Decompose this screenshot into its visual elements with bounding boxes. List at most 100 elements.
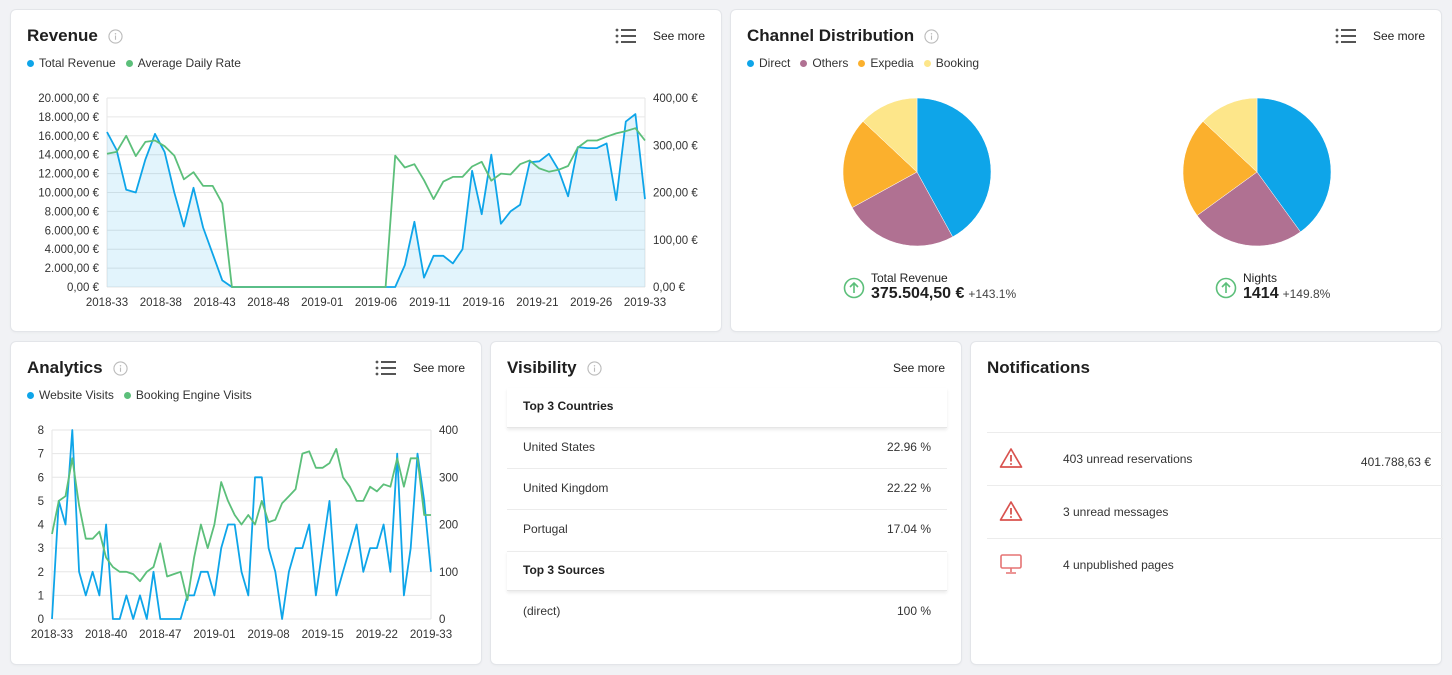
x-tick: 2018-48 [247,297,289,309]
country-row: United States 22.96 % [507,428,947,469]
source-value: 100 % [896,604,931,618]
y-right-tick: 400,00 € [653,93,698,105]
pie-slice-others [1196,171,1301,247]
x-tick: 2018-47 [139,629,181,641]
revenue-card: Revenue See more Total Revenue Average D… [10,9,722,332]
pie-slice-booking [862,97,918,173]
pie-slice-direct [916,97,992,238]
warning-icon [999,501,1023,521]
y-right-tick: 300,00 € [653,140,698,152]
legend-item[interactable]: Booking [923,56,979,70]
y-right-tick: 100 [439,567,458,579]
arrow-up-circle-icon [843,277,865,298]
y-left-tick: 4.000,00 € [45,244,100,256]
x-tick: 2019-16 [462,297,504,309]
y-left-tick: 10.000,00 € [38,188,99,200]
y-left-tick: 14.000,00 € [38,150,99,162]
y-left-tick: 0 [38,614,44,626]
legend-dot [747,59,754,67]
legend-item[interactable]: Website Visits [27,388,114,402]
legend-item[interactable]: Others [800,56,848,70]
x-tick: 2018-43 [193,297,235,309]
y-right-tick: 200 [439,520,458,532]
legend-dot [923,59,931,67]
monitor-icon [1000,554,1022,574]
nights-pie-chart [1182,97,1332,247]
country-name: United States [523,440,596,454]
country-name: United Kingdom [523,481,609,495]
x-tick: 2019-33 [410,629,452,641]
y-right-tick: 0,00 € [653,282,686,294]
x-tick: 2019-22 [356,629,398,641]
x-tick: 2018-38 [140,297,182,309]
y-left-tick: 1 [38,590,44,602]
info-icon[interactable] [586,360,602,376]
list-icon[interactable] [375,359,397,377]
legend-dot [123,391,131,399]
source-name: (direct) [523,604,561,618]
info-icon[interactable] [108,28,123,44]
country-value: 22.22 % [886,481,931,495]
notification-row[interactable]: 3 unread messages [987,485,1443,538]
x-tick: 2019-26 [570,297,612,309]
x-tick: 2019-21 [516,297,558,309]
notification-row[interactable]: 4 unpublished pages [987,538,1443,591]
country-value: 22.96 % [886,440,931,454]
kpi-change: +143.1% [968,287,1017,301]
y-left-tick: 7 [38,449,44,461]
x-tick: 2019-01 [193,629,235,641]
y-left-tick: 20.000,00 € [38,93,99,105]
y-left-tick: 6 [38,472,44,484]
pie-slice-expedia [1182,120,1258,216]
website-visits-line [51,429,432,620]
total-revenue-area [107,114,645,287]
analytics-chart: 0 1 2 3 4 5 6 7 8 0 100 200 300 400 2018-33 2018-40 2018… [31,425,458,641]
y-left-tick: 18.000,00 € [38,112,99,124]
source-row: (direct) 100 % [507,592,947,633]
revenue-title: Revenue [27,26,123,46]
analytics-card: Analytics See more Website Visits Bookin… [10,341,482,665]
top-countries-header: Top 3 Countries [507,388,947,428]
legend-item[interactable]: Total Revenue [27,56,116,70]
legend-dot [125,59,133,67]
legend-dot [800,59,808,67]
x-tick: 2019-11 [409,297,450,309]
legend-item[interactable]: Direct [747,56,790,70]
y-left-tick: 3 [38,543,44,555]
y-right-tick: 200,00 € [653,188,698,200]
revenue-legend: Total Revenue Average Daily Rate [27,56,241,70]
kpi-value: 1414 [1243,285,1279,302]
warning-icon [999,448,1023,468]
notification-row[interactable]: 403 unread reservations 401.788,63 € [987,432,1443,485]
y-left-tick: 5 [38,496,44,508]
pie-slice-booking [1202,97,1258,173]
legend-item[interactable]: Booking Engine Visits [123,388,252,402]
country-row: United Kingdom 22.22 % [507,469,947,510]
y-right-tick: 300 [439,472,458,484]
x-tick: 2019-06 [355,297,397,309]
info-icon[interactable] [112,360,128,376]
notifications-title: Notifications [987,358,1090,377]
analytics-legend: Website Visits Booking Engine Visits [27,388,252,402]
x-tick: 2019-33 [624,297,666,309]
see-more-link[interactable]: See more [652,29,705,43]
x-tick: 2019-01 [301,297,343,309]
legend-item[interactable]: Expedia [858,56,914,70]
arrow-up-circle-icon [1215,277,1237,298]
see-more-link[interactable]: See more [1372,29,1425,43]
y-left-tick: 2 [38,567,44,579]
list-icon[interactable] [1335,27,1357,45]
channel-title: Channel Distribution [747,26,939,46]
see-more-link[interactable]: See more [412,361,465,375]
booking-engine-visits-line [51,448,431,601]
y-left-tick: 2.000,00 € [45,263,100,275]
kpi-change: +149.8% [1282,287,1331,301]
kpi-label: Nights [1243,271,1278,285]
see-more-link[interactable]: See more [892,361,945,375]
notifications-card: Notifications 403 unread reservations 40… [970,341,1443,665]
info-icon[interactable] [924,28,939,44]
top-sources-header: Top 3 Sources [507,551,947,591]
legend-item[interactable]: Average Daily Rate [125,56,241,70]
kpi-label: Total Revenue [871,271,948,285]
list-icon[interactable] [615,27,637,45]
